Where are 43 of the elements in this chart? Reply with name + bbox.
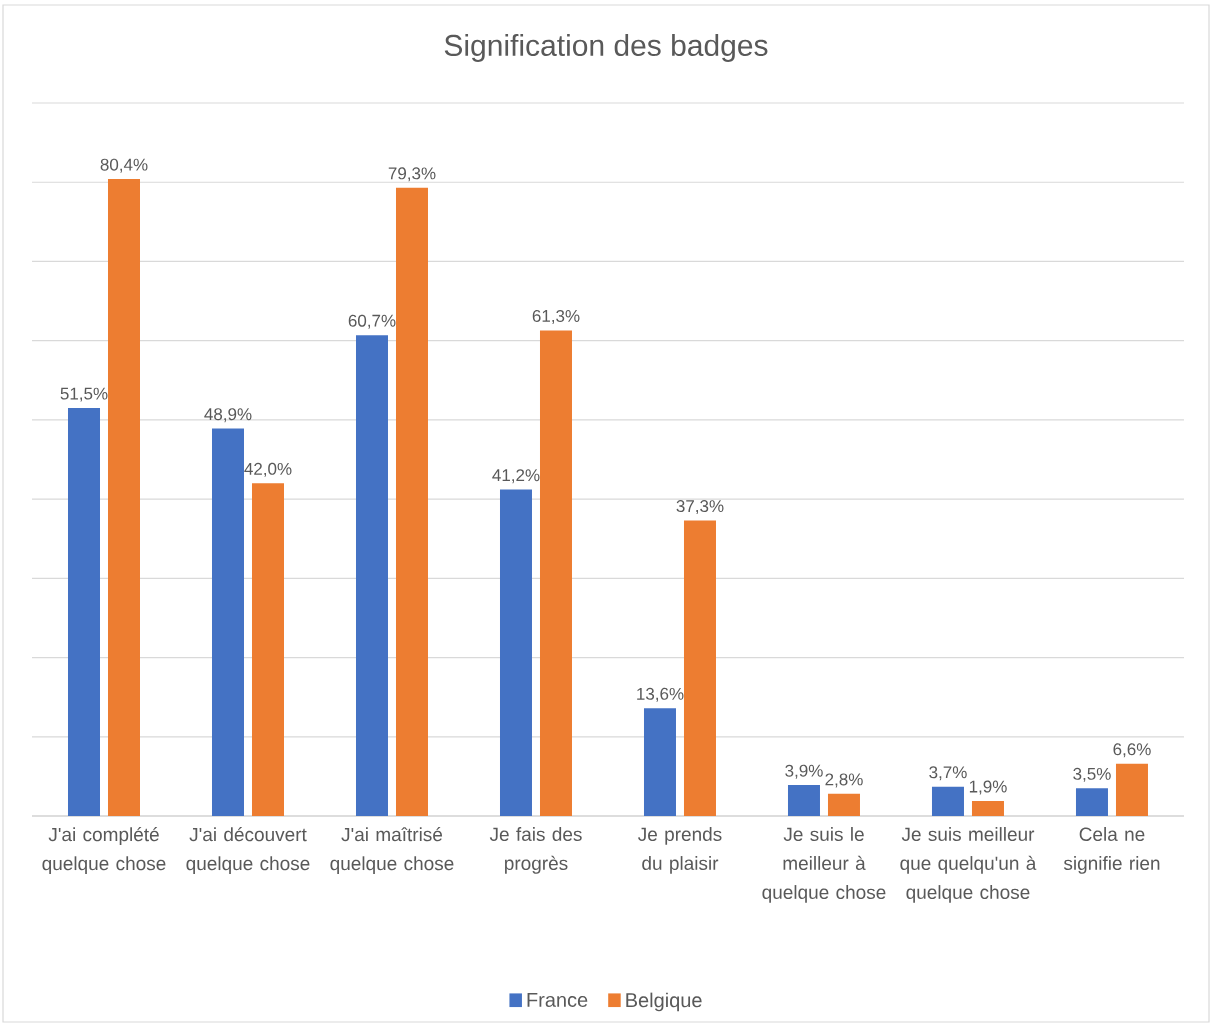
x-tick-label: Je fais des progrès (489, 827, 582, 874)
data-label: 42,0% (244, 462, 292, 477)
x-tick-label: J'ai découvert quelque chose (186, 827, 310, 875)
data-label: 48,9% (204, 408, 252, 423)
data-label: 80,4% (100, 158, 148, 173)
x-tick-label: J'ai complété quelque chose (42, 827, 166, 875)
x-tick-label: Je suis le meilleur à quelque chose (762, 827, 886, 903)
data-label: 37,3% (676, 500, 724, 515)
data-label: 3,7% (929, 766, 967, 781)
chart-title: Signification des badges (444, 34, 768, 62)
bar (1075, 788, 1108, 816)
bar (787, 785, 820, 816)
bar (395, 187, 428, 816)
data-label: 60,7% (348, 314, 396, 329)
x-tick-label: Je prends du plaisir (638, 827, 722, 874)
x-tick-label: J'ai maîtrisé quelque chose (330, 827, 454, 875)
bar (827, 793, 860, 816)
data-label: 79,3% (388, 167, 436, 182)
bar (971, 800, 1004, 816)
bar (68, 408, 100, 816)
x-tick-label: Cela ne signifie rien (1063, 827, 1160, 874)
bar (108, 179, 140, 816)
data-label: 6,6% (1113, 743, 1151, 758)
bar (683, 520, 716, 816)
data-label: 3,5% (1073, 767, 1111, 782)
data-label: 2,8% (825, 773, 863, 788)
bar (211, 428, 244, 816)
data-label: 1,9% (969, 780, 1007, 795)
legend-label: Belgique (626, 992, 702, 1012)
data-label: 61,3% (532, 309, 580, 324)
bar (643, 708, 676, 816)
data-label: 51,5% (60, 387, 108, 402)
data-label: 3,9% (785, 764, 823, 779)
legend-label: France (527, 992, 588, 1007)
x-tick-label: Je suis meilleur que quelqu'un à quelque chose (900, 827, 1037, 903)
bar (1115, 763, 1148, 816)
bar (355, 335, 388, 816)
bar (499, 489, 532, 816)
bar (539, 330, 572, 816)
bar (252, 483, 284, 816)
data-label: 41,2% (492, 469, 540, 484)
data-label: 13,6% (637, 687, 684, 702)
bar (931, 786, 964, 816)
